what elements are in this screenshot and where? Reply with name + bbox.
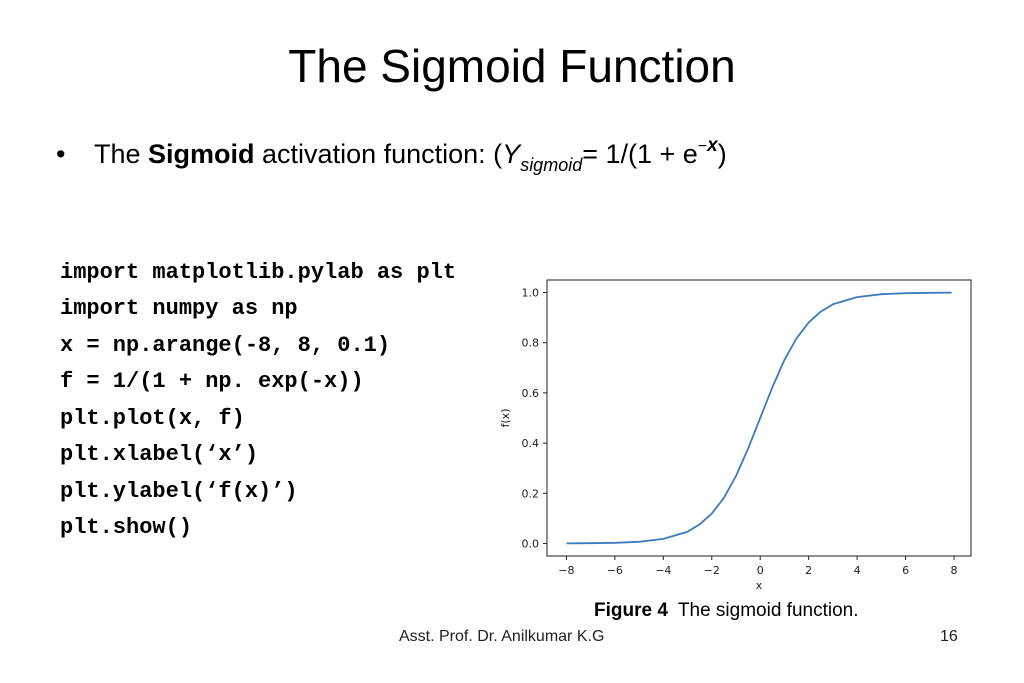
code-line: import matplotlib.pylab as plt xyxy=(60,259,457,285)
x-tick-label: 6 xyxy=(902,564,909,577)
y-axis-label: f(x) xyxy=(499,409,512,428)
slide-title: The Sigmoid Function xyxy=(288,40,736,92)
footer-author: Asst. Prof. Dr. Anilkumar K.G xyxy=(399,628,605,645)
x-tick-label: −2 xyxy=(704,564,720,577)
y-tick-label: 0.6 xyxy=(522,387,540,400)
formula-close-paren: ) xyxy=(717,139,727,169)
figure-caption-text: The sigmoid function. xyxy=(677,600,859,621)
formula-equals-text: = 1/(1 + e xyxy=(582,139,698,169)
x-tick-label: 2 xyxy=(805,564,812,577)
x-tick-label: 0 xyxy=(757,564,764,577)
bullet-marker: • xyxy=(56,139,66,169)
bullet-sigmoid-definition: • The Sigmoid activation function: (Ysigm… xyxy=(56,134,727,179)
formula-exponent-variable: x xyxy=(707,135,718,156)
bullet-middle-text: activation function: ( xyxy=(254,139,503,169)
y-tick-label: 0.8 xyxy=(522,337,540,350)
plot-frame xyxy=(546,279,972,557)
formula-y-variable: Y xyxy=(502,139,521,169)
code-line: import numpy as np xyxy=(60,296,298,321)
code-line: plt.show() xyxy=(60,515,193,540)
y-tick-label: 0.2 xyxy=(522,487,540,500)
code-line: x = np.arange(-8, 8, 0.1) xyxy=(60,332,391,358)
page-number: 16 xyxy=(940,628,958,645)
x-tick-label: −6 xyxy=(607,564,623,577)
figure-caption-label: Figure 4 xyxy=(594,600,668,621)
code-line: plt.plot(x, f) xyxy=(60,405,245,431)
y-tick-label: 0.0 xyxy=(522,537,540,550)
formula-exponent-sign: − xyxy=(697,138,708,155)
x-tick-label: 8 xyxy=(951,564,958,577)
code-line: plt.xlabel(‘x’) xyxy=(60,442,259,467)
code-block: import matplotlib.pylab as plt import num… xyxy=(60,218,456,583)
code-line: f = 1/(1 + np. exp(-x)) xyxy=(60,369,364,394)
y-tick-label: 1.0 xyxy=(522,287,540,300)
x-tick-label: −8 xyxy=(558,564,574,577)
x-tick-label: −4 xyxy=(655,564,671,577)
sigmoid-plot: x f(x) −8 −6 −4 −2 0 2 4 6 8 0.0 0.2 0.4 0.6 0.8 1.0 xyxy=(499,279,972,592)
code-line: plt.ylabel(‘f(x)’) xyxy=(60,478,298,504)
bullet-bold-term: Sigmoid xyxy=(148,139,255,169)
bullet-prefix: The xyxy=(94,139,149,169)
formula-y-subscript: sigmoid xyxy=(520,155,583,175)
x-axis-label: x xyxy=(756,579,763,592)
x-tick-label: 4 xyxy=(854,564,861,577)
y-tick-label: 0.4 xyxy=(522,437,540,450)
sigmoid-curve xyxy=(566,291,952,545)
figure-caption: Figure 4 The sigmoid function. xyxy=(594,600,859,622)
